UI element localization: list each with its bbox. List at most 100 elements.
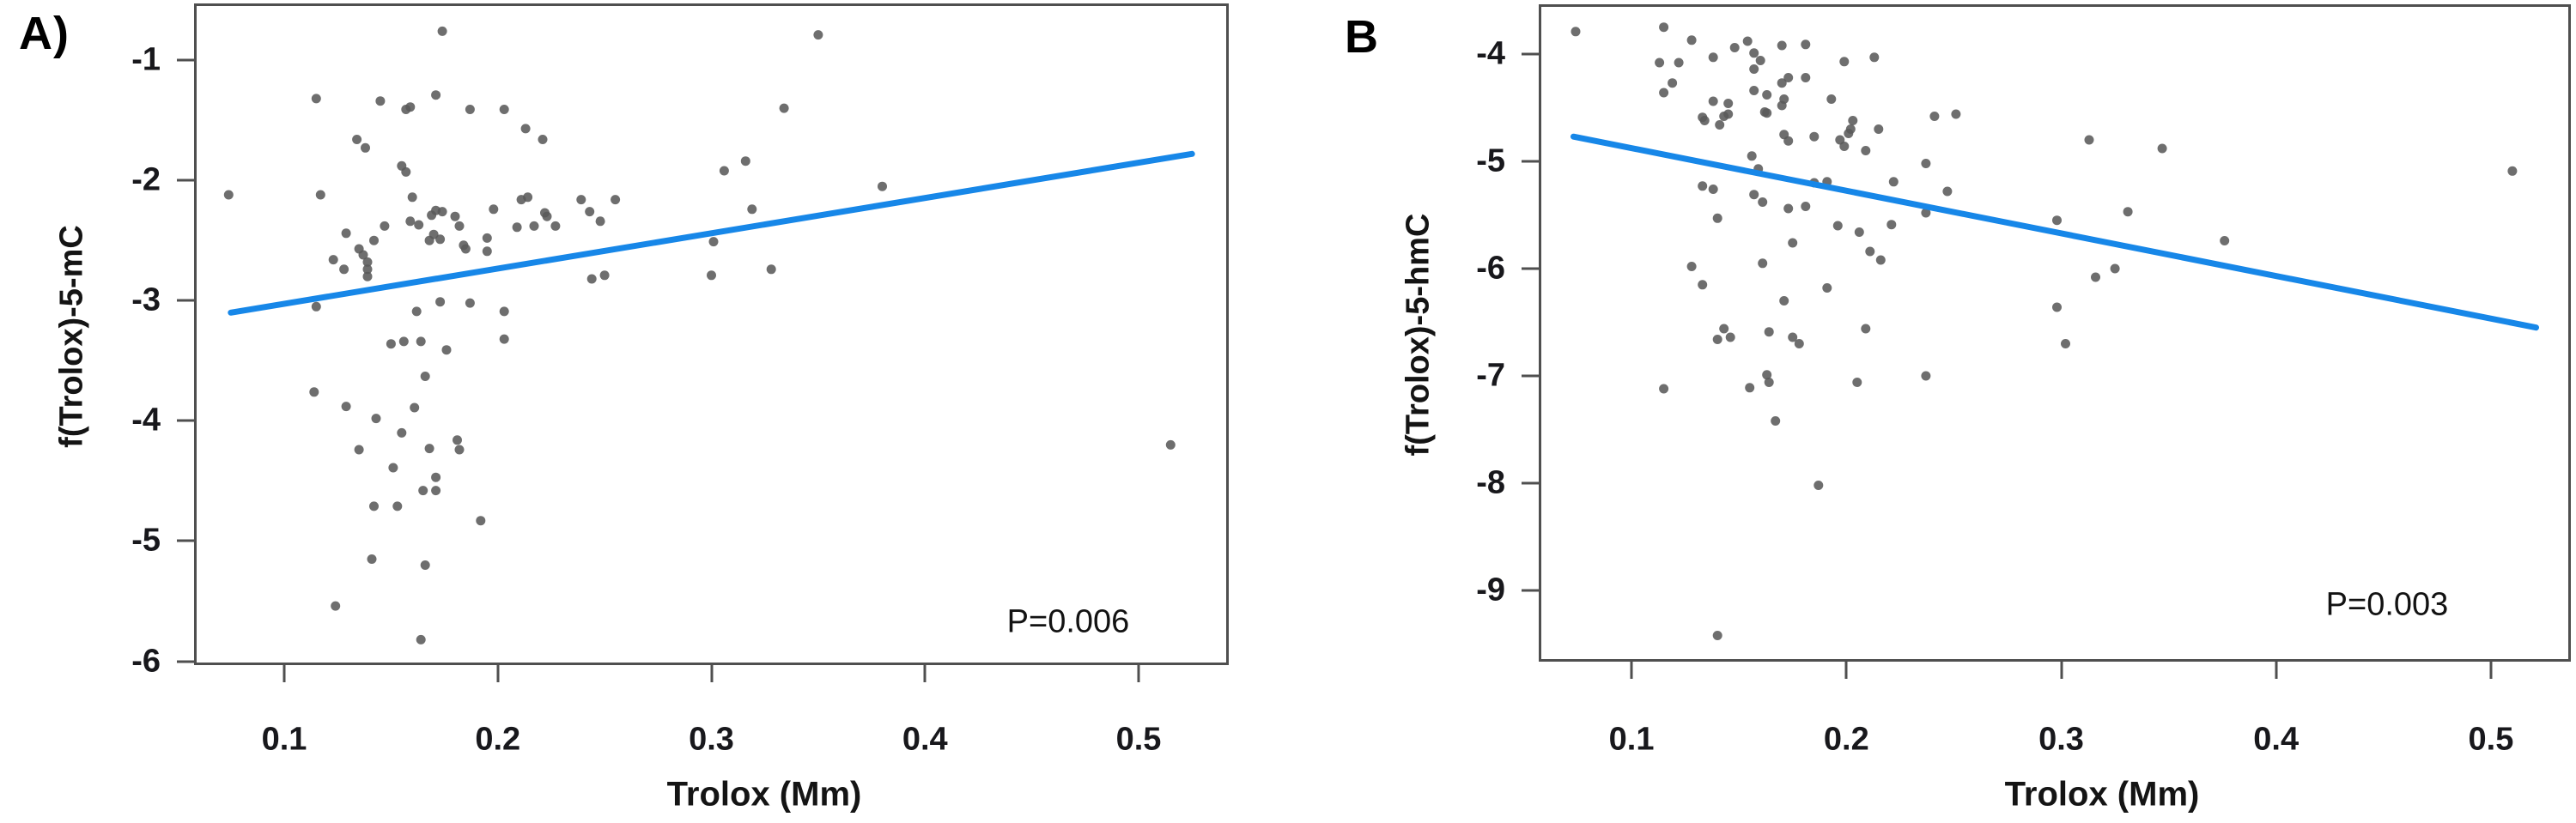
scatter-point xyxy=(1758,258,1768,269)
scatter-point xyxy=(454,221,465,231)
scatter-point xyxy=(2123,207,2133,217)
scatter-point xyxy=(1777,40,1787,51)
scatter-point xyxy=(1755,56,1765,65)
scatter-point xyxy=(1686,262,1697,271)
x-tick-mark xyxy=(923,665,927,682)
scatter-point xyxy=(595,216,605,227)
scatter-point xyxy=(576,195,586,205)
scatter-point xyxy=(397,427,407,438)
y-tick-mark xyxy=(1522,52,1539,56)
y-tick-mark xyxy=(177,58,194,62)
panel-b-x-axis-label: Trolox (Mm) xyxy=(2004,775,2200,814)
scatter-point xyxy=(1942,186,1953,197)
scatter-point xyxy=(420,560,430,570)
scatter-point xyxy=(435,234,446,245)
x-tick-label: 0.2 xyxy=(1823,721,1869,758)
scatter-point xyxy=(315,190,325,200)
scatter-point xyxy=(1788,238,1798,248)
scatter-point xyxy=(1749,48,1759,58)
scatter-point xyxy=(375,96,386,106)
scatter-point xyxy=(405,102,416,112)
scatter-point xyxy=(2052,302,2062,312)
y-tick-label: -9 xyxy=(1476,572,1505,608)
scatter-point xyxy=(1745,383,1755,393)
x-tick-mark xyxy=(2275,662,2278,679)
scatter-point xyxy=(1929,112,1940,121)
scatter-point xyxy=(450,211,460,221)
scatter-point xyxy=(2084,135,2094,145)
scatter-point xyxy=(1788,332,1798,342)
scatter-point xyxy=(1758,197,1768,207)
scatter-point xyxy=(1571,27,1581,37)
x-tick-mark xyxy=(496,665,500,682)
scatter-point xyxy=(465,105,475,114)
scatter-point xyxy=(1764,378,1774,387)
x-tick-label: 0.2 xyxy=(475,721,521,758)
scatter-point xyxy=(779,103,789,113)
scatter-point xyxy=(611,195,621,205)
panel-b-scatter-svg xyxy=(1571,22,2539,640)
x-tick-label: 0.1 xyxy=(1608,721,1655,758)
y-tick-label: -8 xyxy=(1476,464,1505,501)
scatter-point xyxy=(1668,78,1678,88)
panel-a-scatter-svg xyxy=(223,26,1195,644)
scatter-point xyxy=(1874,124,1884,134)
scatter-point xyxy=(1659,384,1669,394)
scatter-point xyxy=(416,336,426,347)
scatter-point xyxy=(2507,166,2518,176)
scatter-point xyxy=(311,94,321,104)
scatter-point xyxy=(358,250,368,260)
scatter-point xyxy=(482,246,492,257)
y-tick-label: -6 xyxy=(131,643,161,680)
y-tick-label: -7 xyxy=(1476,357,1505,394)
panel-a-pvalue-annotation: P=0.006 xyxy=(1006,603,1130,640)
scatter-point xyxy=(1854,227,1864,237)
scatter-point xyxy=(309,387,319,397)
scatter-point xyxy=(1723,109,1734,119)
scatter-point xyxy=(1826,94,1837,104)
y-tick-label: -2 xyxy=(131,161,161,198)
scatter-point xyxy=(499,334,509,344)
scatter-point xyxy=(1861,146,1871,155)
scatter-point xyxy=(1747,151,1757,161)
scatter-point xyxy=(1832,221,1843,231)
y-tick-mark xyxy=(177,419,194,422)
scatter-point xyxy=(1764,327,1774,337)
scatter-point xyxy=(1875,255,1886,265)
scatter-point xyxy=(367,554,377,564)
y-tick-label: -5 xyxy=(131,522,161,559)
scatter-point xyxy=(512,222,522,233)
panel-a-plot-area: P=0.006 xyxy=(194,3,1229,665)
scatter-point xyxy=(2052,215,2062,226)
y-tick-mark xyxy=(1522,267,1539,270)
scatter-point xyxy=(740,156,750,166)
x-tick-label: 0.1 xyxy=(261,721,307,758)
scatter-point xyxy=(341,402,351,412)
scatter-point xyxy=(437,26,447,36)
scatter-point xyxy=(1659,88,1669,98)
scatter-point xyxy=(707,270,716,281)
scatter-point xyxy=(1712,335,1722,344)
scatter-point xyxy=(341,228,351,239)
scatter-point xyxy=(1674,57,1684,68)
scatter-point xyxy=(411,306,422,317)
scatter-point xyxy=(1921,371,1931,381)
scatter-point xyxy=(550,221,561,231)
scatter-point xyxy=(1848,116,1858,125)
scatter-point xyxy=(1749,64,1759,74)
x-tick-mark xyxy=(1137,665,1140,682)
scatter-point xyxy=(1844,129,1854,138)
scatter-point xyxy=(405,216,416,227)
scatter-point xyxy=(2110,263,2120,274)
scatter-point xyxy=(328,255,338,265)
scatter-point xyxy=(361,142,370,153)
scatter-point xyxy=(362,264,373,275)
scatter-point xyxy=(813,30,823,40)
scatter-point xyxy=(538,135,548,144)
scatter-point xyxy=(542,211,552,221)
scatter-point xyxy=(1762,108,1772,118)
scatter-point xyxy=(1698,280,1708,290)
y-tick-label: -4 xyxy=(1476,35,1505,72)
scatter-point xyxy=(1794,339,1804,348)
scatter-point xyxy=(499,105,509,114)
